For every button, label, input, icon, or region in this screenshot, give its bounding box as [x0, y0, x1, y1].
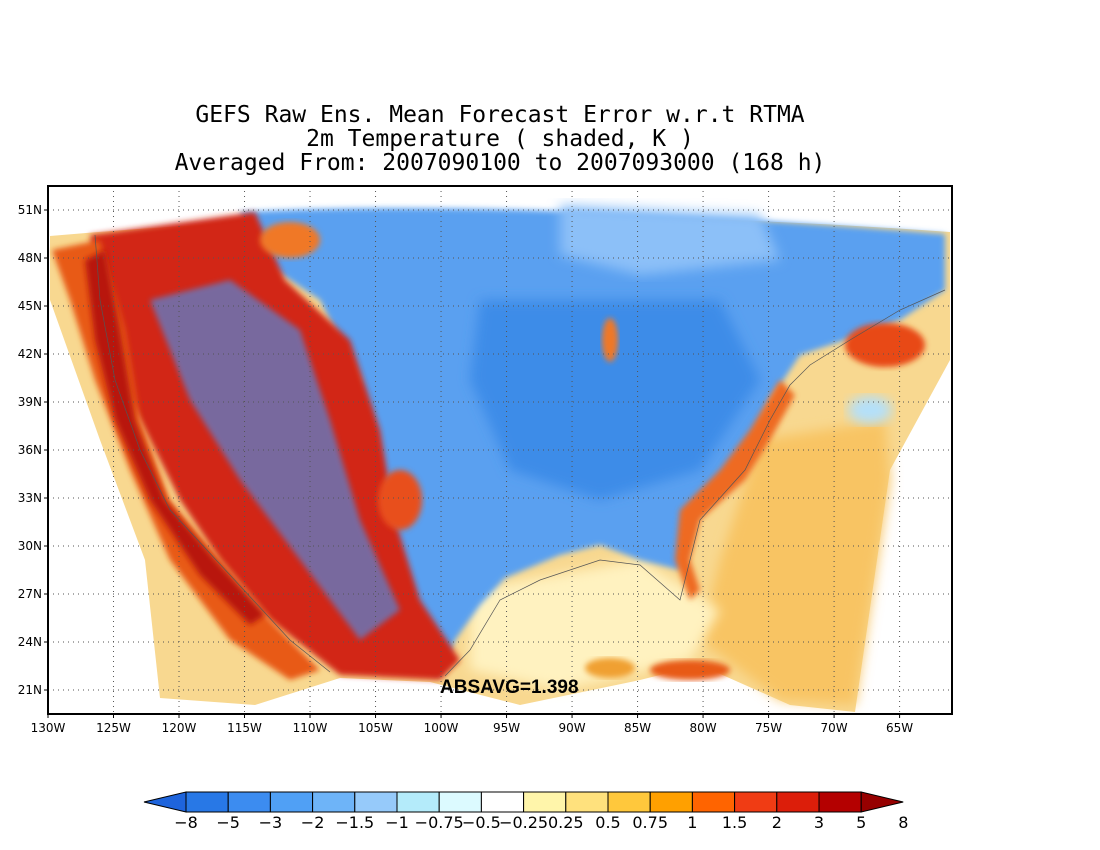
absavg-annotation: ABSAVG=1.398	[440, 677, 579, 698]
title-line-3: Averaged From: 2007090100 to 2007093000 …	[174, 150, 826, 176]
lon-tick-label: 120W	[162, 721, 197, 735]
colorbar-swatch	[607, 791, 651, 813]
west-terrain-mottled-blue	[150, 280, 400, 640]
colorbar-swatch	[396, 791, 440, 813]
colorbar-label: −5	[216, 813, 240, 832]
colorbar-labels: −8 −5 −3 −2 −1.5 −1 −0.75−0.5−0.25 0.25 0.5 0.75 1…	[174, 813, 908, 832]
colorbar-swatch	[649, 791, 693, 813]
title-line-1: GEFS Raw Ens. Mean Forecast Error w.r.t …	[195, 102, 805, 128]
warm-strip-east-coast	[675, 380, 795, 600]
lon-tick-label: 110W	[293, 721, 328, 735]
colorbar-label: 8	[898, 813, 908, 832]
warm-patch-north-plains	[260, 222, 320, 258]
lon-tick-label: 125W	[96, 721, 131, 735]
lat-tick-label: 36N	[18, 443, 42, 457]
colorbar-label: 0.25	[548, 813, 584, 832]
coastline	[94, 234, 946, 677]
gulf-mixed	[470, 560, 720, 690]
east-interior-deep-cold	[470, 300, 760, 500]
colorbar-swatch	[818, 791, 862, 813]
lat-tick-label: 24N	[18, 635, 42, 649]
colorbar-arrow-high	[860, 791, 904, 813]
lon-tick-label: 75W	[755, 721, 782, 735]
colorbar-swatch	[354, 791, 398, 813]
lat-tick-label: 51N	[18, 203, 42, 217]
lat-tick-label: 45N	[18, 299, 42, 313]
lat-tick-label: 48N	[18, 251, 42, 265]
colorbar-swatch	[312, 791, 356, 813]
colorbar	[143, 791, 904, 813]
colorbar-arrow-low	[143, 791, 187, 813]
colorbar-swatch	[565, 791, 609, 813]
lon-tick-label: 85W	[624, 721, 651, 735]
colorbar-label: −1	[385, 813, 409, 832]
colorbar-label: 0.5	[595, 813, 620, 832]
lon-tick-label: 100W	[424, 721, 459, 735]
colorbar-label: 1	[687, 813, 697, 832]
colorbar-swatch	[269, 791, 314, 813]
colorbar-swatch	[523, 791, 567, 813]
colorbar-label: −8	[174, 813, 198, 832]
colorbar-swatch	[438, 791, 482, 813]
colorbar-label: −0.5	[462, 813, 501, 832]
lat-tick-labels: 51N 48N 45N 42N 39N 36N 33N 30N 27N 24N 21N	[18, 203, 48, 697]
lon-tick-label: 65W	[886, 721, 913, 735]
northeast-light-cold	[560, 205, 780, 275]
lat-tick-label: 27N	[18, 587, 42, 601]
colorbar-label: 0.75	[632, 813, 668, 832]
colorbar-swatch	[734, 791, 778, 813]
warm-patch-cuba	[650, 660, 730, 680]
warm-patch-new-england	[845, 323, 925, 367]
lon-tick-labels: 130W 125W 120W 115W 110W 105W 100W 95W 90W 85W 80W…	[31, 714, 913, 735]
lat-tick-label: 42N	[18, 347, 42, 361]
warm-patch-yucatan	[585, 658, 635, 678]
lat-tick-label: 33N	[18, 491, 42, 505]
warm-patch-great-lakes	[602, 318, 618, 362]
lat-tick-label: 39N	[18, 395, 42, 409]
cold-patch-atlantic	[848, 396, 892, 424]
colorbar-label: 1.5	[722, 813, 747, 832]
lon-tick-label: 80W	[690, 721, 717, 735]
lon-tick-label: 70W	[821, 721, 848, 735]
colorbar-swatch	[691, 791, 736, 813]
colorbar-swatch	[776, 791, 820, 813]
title-line-2: 2m Temperature ( shaded, K )	[306, 126, 694, 152]
colorbar-label: −2	[301, 813, 325, 832]
colorbar-label: −3	[259, 813, 283, 832]
lon-tick-label: 90W	[558, 721, 585, 735]
pacific-coast-deep-warm	[85, 250, 265, 625]
lat-tick-label: 21N	[18, 683, 42, 697]
colorbar-swatch	[480, 791, 525, 813]
lat-tick-label: 30N	[18, 539, 42, 553]
warm-patch-plains	[378, 470, 422, 530]
colorbar-label: −1.5	[335, 813, 374, 832]
lon-tick-label: 95W	[493, 721, 520, 735]
colorbar-label: 2	[772, 813, 782, 832]
colorbar-swatch	[185, 791, 229, 813]
colorbar-label: 5	[856, 813, 866, 832]
colorbar-label: −0.75	[415, 813, 464, 832]
colorbar-label: −0.25	[499, 813, 548, 832]
atlantic-ocean-mild-warm	[700, 420, 890, 705]
lon-tick-label: 130W	[31, 721, 66, 735]
lon-tick-label: 105W	[358, 721, 393, 735]
colorbar-swatch	[227, 791, 271, 813]
grid-lines	[48, 186, 952, 714]
colorbar-label: 3	[814, 813, 824, 832]
lon-tick-label: 115W	[227, 721, 262, 735]
